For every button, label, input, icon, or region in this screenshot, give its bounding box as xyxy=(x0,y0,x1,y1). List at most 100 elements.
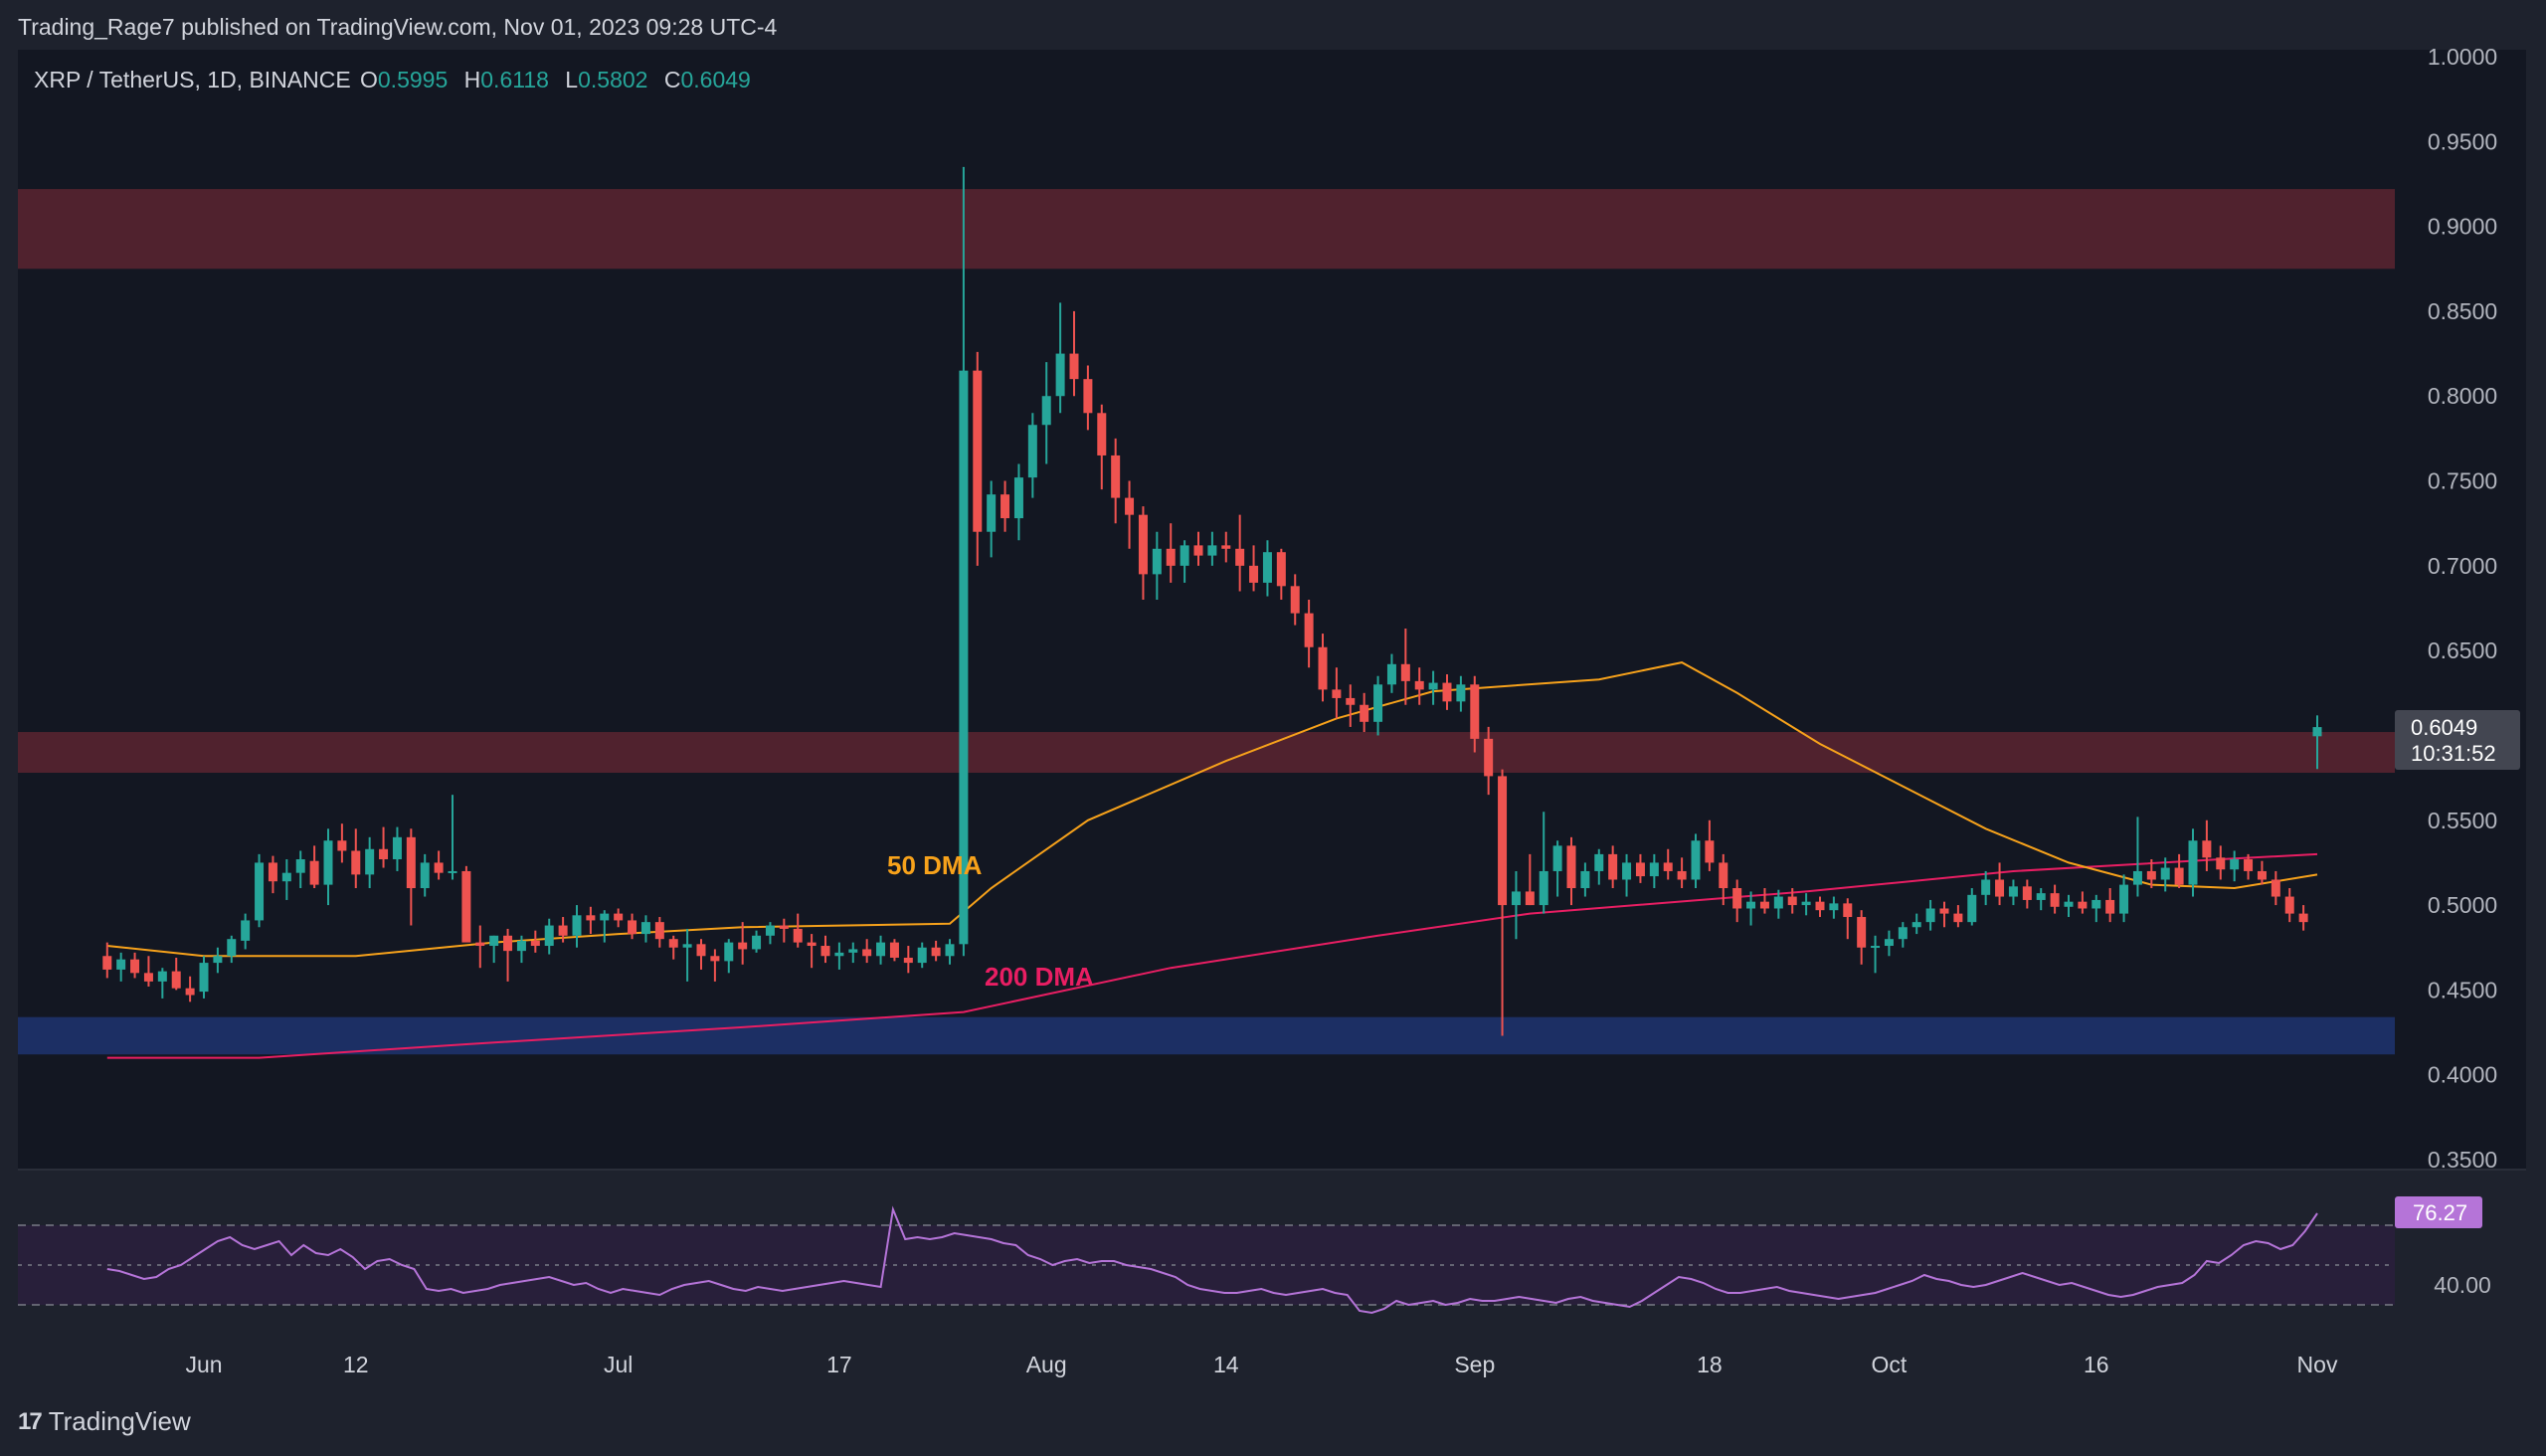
candle xyxy=(1027,413,1037,498)
candle xyxy=(1552,840,1562,897)
candle xyxy=(628,913,637,940)
candle xyxy=(171,957,181,991)
candle xyxy=(1069,310,1079,397)
candle-body xyxy=(1456,684,1466,702)
candle xyxy=(461,865,471,943)
dma50-line xyxy=(106,661,2318,958)
candle xyxy=(889,939,899,962)
price-tick-label: 0.3500 xyxy=(2428,1147,2497,1173)
candle-body xyxy=(889,942,899,958)
candle-body xyxy=(876,942,886,957)
candle-body xyxy=(489,935,499,947)
price-tick-label: 0.5000 xyxy=(2428,892,2497,918)
candle xyxy=(1511,870,1521,940)
candle xyxy=(1580,862,1590,897)
price-tick-label: 0.4500 xyxy=(2428,977,2497,1002)
candle-body xyxy=(2105,899,2115,914)
candle xyxy=(1276,548,1286,600)
candle xyxy=(1773,889,1783,919)
candle-body xyxy=(1594,853,1604,871)
candle-body xyxy=(600,913,610,921)
candle xyxy=(1138,506,1148,600)
candles-layer xyxy=(102,166,2322,1036)
candle xyxy=(1939,901,1949,928)
candle-body xyxy=(1759,901,1769,909)
candle-body xyxy=(586,915,596,921)
candle xyxy=(820,935,830,964)
candle-body xyxy=(834,952,844,957)
candle xyxy=(255,853,265,928)
candle xyxy=(2284,888,2294,923)
candle-body xyxy=(682,944,692,948)
candle-body xyxy=(848,949,858,953)
candle-body xyxy=(1249,565,1259,583)
time-tick-label: Oct xyxy=(1872,1352,1908,1377)
candle-body xyxy=(1829,903,1839,911)
candle-body xyxy=(973,370,983,532)
candle xyxy=(1608,845,1618,889)
candle xyxy=(1539,812,1548,914)
rsi-layer xyxy=(18,1205,2395,1315)
candle-body xyxy=(241,920,251,941)
candle xyxy=(503,928,513,982)
candle-body xyxy=(420,862,430,889)
candle xyxy=(600,910,610,943)
candle xyxy=(1622,853,1632,897)
candle-body xyxy=(987,494,997,532)
rsi-value: 76.27 xyxy=(2413,1200,2467,1225)
candle xyxy=(2216,845,2226,880)
candle xyxy=(1360,692,1369,733)
candle xyxy=(351,828,361,889)
price-tick-label: 0.8500 xyxy=(2428,298,2497,324)
candle-body xyxy=(1360,704,1369,722)
candle-body xyxy=(1884,939,1894,947)
candle-body xyxy=(1097,413,1107,455)
price-axis[interactable]: 1.0000 0.9500 0.9000 0.8500 0.8000 0.7500 0.70… xyxy=(2428,44,2497,1298)
candle-body xyxy=(185,988,195,996)
candle xyxy=(1871,935,1881,974)
candle-body xyxy=(793,928,803,943)
candle xyxy=(1663,848,1673,880)
candle-body xyxy=(1719,862,1728,889)
candle-body xyxy=(1498,776,1508,906)
candle xyxy=(1400,628,1410,705)
candle xyxy=(1152,531,1162,600)
candle-body xyxy=(1857,917,1867,948)
bar-countdown: 10:31:52 xyxy=(2411,741,2496,766)
candle-body xyxy=(1843,903,1853,918)
candle xyxy=(1055,302,1065,414)
time-axis[interactable]: Jun 12 Jul 17 Aug 14 Sep 18 Oct 16 Nov xyxy=(185,1352,2337,1377)
time-tick-label: 12 xyxy=(343,1352,369,1377)
candle-body xyxy=(1967,894,1977,923)
high-value: 0.6118 xyxy=(480,67,549,92)
candle-body xyxy=(1083,379,1093,414)
candle xyxy=(668,935,678,960)
resistance-zone xyxy=(18,189,2395,270)
candle-body xyxy=(1221,545,1231,549)
candle-body xyxy=(724,942,734,962)
candle xyxy=(2050,884,2060,914)
candle-body xyxy=(1525,891,1535,906)
candle-body xyxy=(2036,893,2046,900)
candle-body xyxy=(1649,862,1659,877)
candle-body xyxy=(2091,899,2101,909)
candle xyxy=(1925,899,1935,931)
candle-body xyxy=(1386,663,1396,685)
time-tick-label: 14 xyxy=(1213,1352,1239,1377)
candle xyxy=(1180,540,1189,583)
candle-body xyxy=(1000,494,1010,519)
candle-body xyxy=(1580,870,1590,889)
price-tick-label: 1.0000 xyxy=(2428,44,2497,70)
candle-body xyxy=(1276,552,1286,587)
candle xyxy=(862,939,872,964)
candle-body xyxy=(1166,548,1176,566)
candle-body xyxy=(2257,870,2267,880)
candle-body xyxy=(544,925,554,947)
candle-body xyxy=(1552,845,1562,871)
candle-body xyxy=(1787,896,1797,906)
candle-body xyxy=(157,971,167,982)
candle xyxy=(379,826,389,868)
candle xyxy=(1953,905,1963,928)
candle xyxy=(834,942,844,970)
